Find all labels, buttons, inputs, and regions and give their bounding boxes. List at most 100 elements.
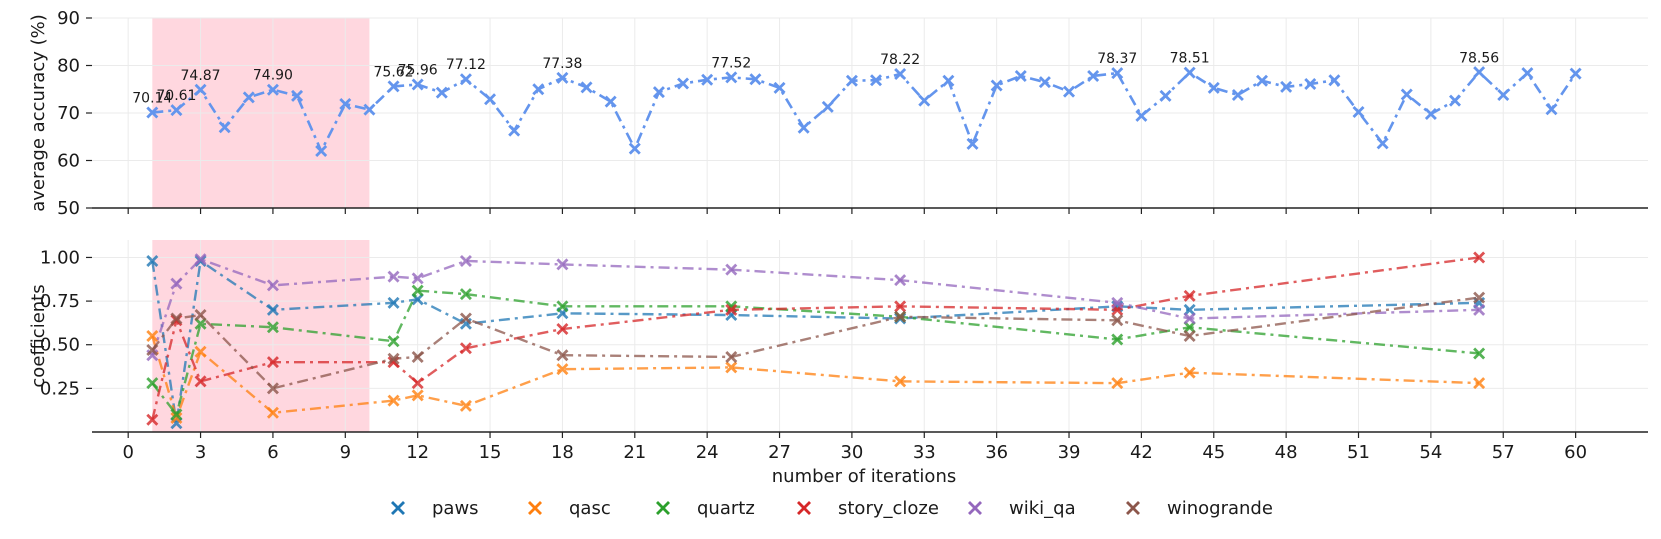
accuracy-point: [1328, 74, 1341, 87]
legend-item-winogrande: winogrande: [1126, 498, 1273, 519]
x-tick-label: 30: [840, 442, 863, 463]
accuracy-point: [1449, 94, 1462, 107]
accuracy-point: [1111, 67, 1124, 80]
accuracy-point: [146, 106, 159, 119]
x-tick-label: 0: [122, 442, 133, 463]
accuracy-point: [870, 74, 883, 87]
y-tick-label: 1.00: [40, 247, 80, 268]
x-tick-label: 27: [768, 442, 791, 463]
series-point-qasc: [387, 394, 400, 407]
series-point-wiki_qa: [1473, 303, 1486, 316]
series-point-qasc: [1111, 377, 1124, 390]
accuracy-point: [1256, 74, 1269, 87]
y-tick-label: 80: [57, 56, 80, 77]
x-tick-label: 24: [696, 442, 719, 463]
series-point-quartz: [1473, 347, 1486, 360]
legend-label-story_cloze: story_cloze: [838, 498, 939, 519]
y-axis-title: average accuracy (%): [28, 14, 49, 212]
x-tick-label: 6: [267, 442, 278, 463]
series-point-qasc: [194, 345, 207, 358]
accuracy-point: [508, 124, 521, 137]
series-point-wiki_qa: [387, 270, 400, 283]
legend-item-quartz: quartz: [656, 498, 755, 519]
series-point-wiki_qa: [1111, 296, 1124, 309]
series-point-story_cloze: [194, 375, 207, 388]
series-point-paws: [1183, 303, 1196, 316]
accuracy-point: [677, 77, 690, 90]
series-point-story_cloze: [556, 323, 569, 336]
x-tick-label: 9: [340, 442, 351, 463]
series-point-paws: [266, 303, 279, 316]
y-tick-label: 0.75: [40, 291, 80, 312]
accuracy-point: [363, 103, 376, 116]
series-point-story_cloze: [411, 377, 424, 390]
x-tick-label: 54: [1419, 442, 1442, 463]
legend-label-quartz: quartz: [697, 498, 755, 519]
x-tick-label: 3: [195, 442, 206, 463]
accuracy-point: [580, 81, 593, 94]
series-point-winogrande: [387, 352, 400, 365]
accuracy-annotation: 74.87: [181, 68, 221, 84]
series-point-story_cloze: [894, 300, 907, 313]
accuracy-point: [1207, 81, 1220, 94]
series-point-quartz: [194, 317, 207, 330]
series-point-story_cloze: [1183, 289, 1196, 302]
x-tick-label: 18: [551, 442, 574, 463]
accuracy-point: [1545, 103, 1558, 116]
legend-marker-story_cloze: [797, 501, 811, 515]
accuracy-point: [1400, 88, 1413, 101]
legend-marker-wiki_qa: [968, 501, 982, 515]
x-tick-label: 60: [1564, 442, 1587, 463]
series-point-winogrande: [725, 350, 738, 363]
accuracy-point: [966, 137, 979, 150]
x-tick-label: 39: [1058, 442, 1081, 463]
legend-item-wiki_qa: wiki_qa: [968, 498, 1076, 519]
series-point-story_cloze: [146, 413, 159, 426]
accuracy-point: [1352, 106, 1365, 119]
accuracy-point: [749, 73, 762, 86]
accuracy-annotation: 75.62: [374, 64, 414, 80]
series-point-qasc: [556, 363, 569, 376]
series-point-paws: [146, 254, 159, 267]
x-tick-label: 45: [1202, 442, 1225, 463]
series-point-winogrande: [411, 350, 424, 363]
series-point-winogrande: [894, 310, 907, 323]
accuracy-annotation: 74.90: [253, 68, 293, 84]
accuracy-point: [411, 78, 424, 91]
accuracy-point: [990, 79, 1003, 92]
accuracy-point: [170, 104, 183, 117]
accuracy-point: [773, 81, 786, 94]
series-point-winogrande: [1473, 291, 1486, 304]
series-point-story_cloze: [725, 303, 738, 316]
legend-item-qasc: qasc: [528, 498, 611, 519]
y-axis-title: coefficients: [28, 284, 49, 387]
legend-item-paws: paws: [391, 498, 479, 519]
accuracy-annotation: 78.37: [1097, 51, 1137, 67]
accuracy-point: [435, 86, 448, 99]
x-tick-label: 48: [1275, 442, 1298, 463]
accuracy-point: [701, 73, 714, 86]
accuracy-point: [339, 97, 352, 110]
series-point-quartz: [411, 284, 424, 297]
series-point-story_cloze: [266, 356, 279, 369]
accuracy-annotation: 77.38: [542, 56, 582, 72]
accuracy-annotation: 75.96: [398, 63, 438, 79]
x-tick-label: 51: [1347, 442, 1370, 463]
accuracy-annotation: 77.12: [446, 57, 486, 73]
series-point-quartz: [556, 300, 569, 313]
series-point-winogrande: [146, 343, 159, 356]
accuracy-point: [845, 74, 858, 87]
series-point-quartz: [1183, 321, 1196, 334]
accuracy-point: [797, 121, 810, 134]
series-point-wiki_qa: [459, 254, 472, 267]
accuracy-point: [1038, 76, 1051, 89]
accuracy-point: [532, 83, 545, 96]
highlight-region: [152, 240, 370, 432]
series-point-quartz: [1111, 333, 1124, 346]
series-point-quartz: [146, 377, 159, 390]
legend-marker-quartz: [656, 501, 670, 515]
series-point-qasc: [1473, 377, 1486, 390]
accuracy-annotation: 78.56: [1459, 50, 1499, 66]
accuracy-point: [242, 91, 255, 104]
series-point-winogrande: [556, 349, 569, 362]
